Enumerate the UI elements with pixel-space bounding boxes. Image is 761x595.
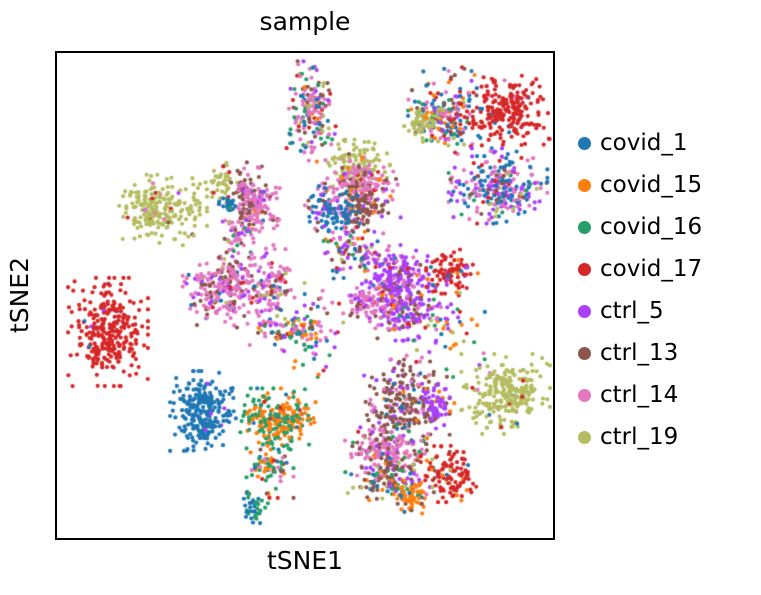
y-axis-label-container: tSNE2 [2, 53, 36, 538]
legend-item-covid_15: covid_15 [578, 164, 702, 206]
y-axis-label: tSNE2 [4, 257, 34, 334]
legend-label-covid_15: covid_15 [600, 171, 703, 198]
legend-label-covid_17: covid_17 [600, 255, 703, 282]
legend-label-ctrl_19: ctrl_19 [600, 423, 679, 450]
legend-marker-ctrl_14-icon [578, 388, 591, 402]
plot-area [55, 51, 555, 540]
legend-marker-covid_16-icon [578, 220, 591, 234]
legend-marker-ctrl_19-icon [578, 430, 591, 444]
legend-item-covid_1: covid_1 [578, 122, 702, 164]
legend-marker-covid_17-icon [578, 262, 591, 276]
legend-marker-ctrl_5-icon [578, 304, 591, 318]
legend-marker-covid_1-icon [578, 136, 591, 150]
legend: covid_1 covid_15 covid_16 covid_17 ctrl_… [578, 122, 702, 458]
legend-label-ctrl_14: ctrl_14 [600, 381, 679, 408]
x-axis-label: tSNE1 [266, 546, 344, 575]
legend-label-ctrl_5: ctrl_5 [600, 297, 664, 324]
legend-marker-covid_15-icon [578, 178, 591, 192]
legend-marker-ctrl_13-icon [578, 346, 591, 360]
scatter-canvas [57, 53, 553, 538]
legend-item-covid_17: covid_17 [578, 248, 702, 290]
legend-label-covid_16: covid_16 [600, 213, 703, 240]
legend-item-ctrl_5: ctrl_5 [578, 290, 702, 332]
legend-item-ctrl_14: ctrl_14 [578, 374, 702, 416]
legend-label-covid_1: covid_1 [600, 129, 688, 156]
legend-item-ctrl_13: ctrl_13 [578, 332, 702, 374]
legend-item-covid_16: covid_16 [578, 206, 702, 248]
legend-item-ctrl_19: ctrl_19 [578, 416, 702, 458]
legend-label-ctrl_13: ctrl_13 [600, 339, 679, 366]
plot-title: sample [259, 7, 351, 36]
